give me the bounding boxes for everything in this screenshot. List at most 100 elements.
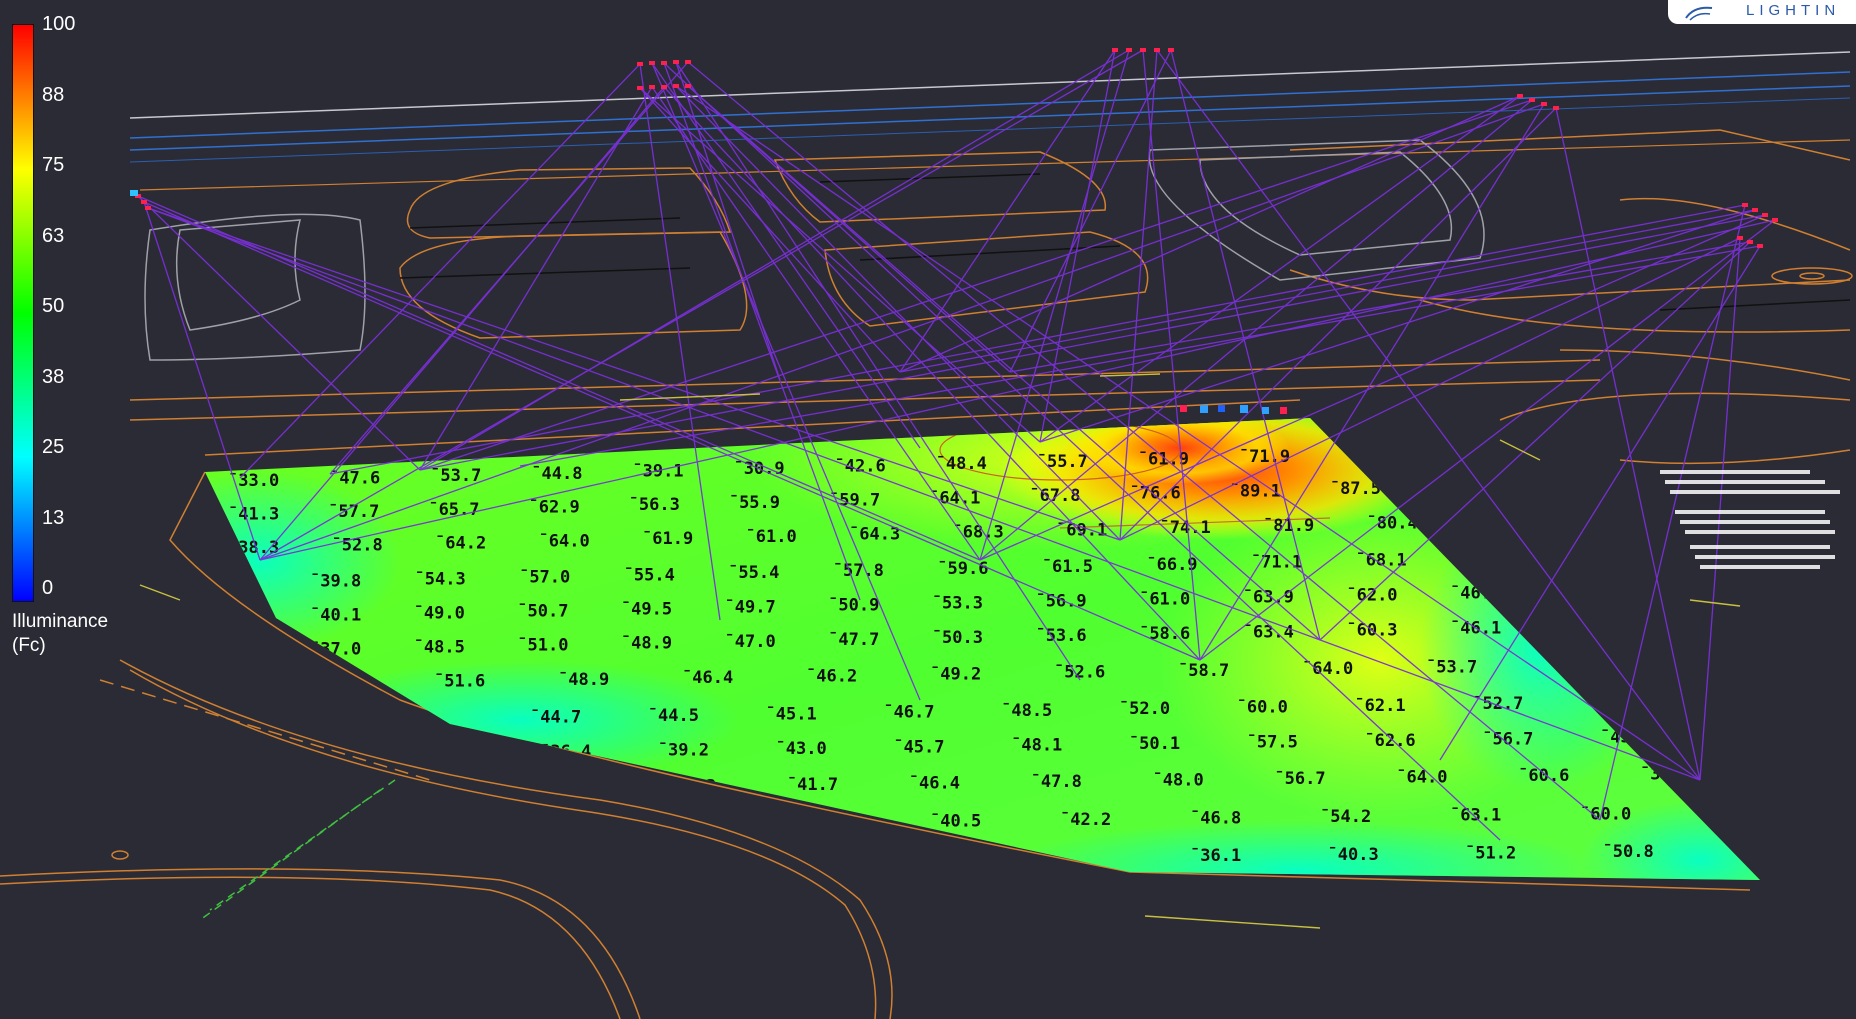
calc-point-value: ˉ71.1: [1251, 553, 1302, 573]
aim-line: [1009, 241, 1751, 373]
calc-point-value: ˉ46.8: [1190, 808, 1241, 828]
calc-point-value: ˉ53.7: [1426, 657, 1477, 677]
calc-point-value: ˉ33.0: [228, 471, 279, 491]
calc-point-value: ˉ61.5: [1042, 557, 1093, 577]
aim-line: [143, 201, 261, 561]
calc-point-value: ˉ46.7: [883, 703, 934, 723]
calc-point-value: ˉ40.1: [310, 605, 361, 625]
calc-point-value: ˉ37.0: [310, 639, 361, 659]
legend-tick-label: 100: [42, 13, 76, 35]
luminaire-head[interactable]: [1742, 203, 1748, 207]
luminaire-head[interactable]: [637, 62, 643, 66]
calc-point-value: ˉ47.0: [725, 632, 776, 652]
luminaire-head[interactable]: [685, 84, 691, 88]
calc-point-value: ˉ55.7: [1037, 452, 1088, 472]
illuminance-calc-surface: ˉ33.0 ˉ47.6 ˉ53.7 ˉ44.8 ˉ39.1 ˉ30.9 ˉ42.6 ˉ48.4…: [205, 418, 1821, 899]
pole-cluster-icons[interactable]: [130, 190, 1287, 414]
calc-point-value: ˉ57.8: [833, 561, 884, 581]
aim-line: [651, 86, 981, 561]
aim-line: [675, 85, 1701, 781]
calc-point-value: ˉ57.0: [519, 567, 570, 587]
legend-tick-label: 88: [42, 83, 65, 106]
plan-annotation-block: [1660, 470, 1840, 569]
aim-line: [419, 86, 653, 471]
calc-point-value: ˉ65.7: [428, 500, 479, 520]
calc-point-value: ˉ62.6: [1364, 731, 1415, 751]
luminaire-head[interactable]: [661, 61, 667, 65]
green-dashed-path: [199, 779, 396, 921]
luminaire-head[interactable]: [1529, 98, 1535, 102]
calc-point-value: ˉ48.5: [1001, 701, 1052, 721]
calc-point-value: ˉ54.2: [1320, 807, 1371, 827]
luminaire-head[interactable]: [685, 60, 691, 64]
luminaire-head[interactable]: [145, 206, 151, 210]
aim-line: [663, 62, 1501, 841]
calc-point-value: ˉ44.8: [531, 464, 582, 484]
aim-line: [899, 49, 1116, 373]
luminaire-head[interactable]: [1541, 102, 1547, 106]
luminaire-head[interactable]: [1762, 213, 1768, 217]
calc-point-value: ˉ61.0: [746, 527, 797, 547]
calc-point-value: ˉ52.6: [1054, 663, 1105, 683]
calc-point-value: ˉ41.7: [787, 775, 838, 795]
luminaire-head[interactable]: [1747, 240, 1753, 244]
calc-point-value: ˉ25.0: [1770, 879, 1821, 899]
calc-point-value: ˉ45.1: [766, 704, 817, 724]
calc-point-value: ˉ47.9: [310, 674, 361, 694]
calc-point-value: ˉ49.7: [725, 597, 776, 617]
calc-point-value: ˉ39.2: [658, 741, 709, 761]
calc-point-value: ˉ55.4: [728, 563, 779, 583]
luminaire-head[interactable]: [1737, 236, 1743, 240]
illuminance-legend: 100 88 75 63 50 38 25 13 0 Illuminance (Fc): [8, 14, 118, 664]
calc-point-value: ˉ49.2: [930, 665, 981, 685]
aim-line: [687, 61, 1601, 821]
calc-point-value: ˉ48.4: [936, 454, 987, 474]
aim-line: [639, 63, 721, 621]
calc-point-value: ˉ61.9: [1138, 449, 1189, 469]
calc-point-value: ˉ48.5: [414, 638, 465, 658]
road-lines: [129, 51, 1851, 191]
calc-point-value: ˉ53.7: [430, 466, 481, 486]
calc-point-value: ˉ44.7: [530, 708, 581, 728]
luminaire-head[interactable]: [1126, 48, 1132, 52]
calc-point-value: ˉ46.4: [1450, 583, 1501, 603]
calc-point-value: ˉ42.6: [835, 457, 886, 477]
luminaire-head[interactable]: [141, 200, 147, 204]
aim-line: [639, 87, 1041, 443]
luminaire-head[interactable]: [1168, 48, 1174, 52]
luminaire-head[interactable]: [1140, 48, 1146, 52]
luminaire-head[interactable]: [1517, 94, 1523, 98]
aim-line: [979, 49, 1130, 561]
calc-point-value: ˉ62.1: [1354, 696, 1405, 716]
luminaire-head[interactable]: [661, 85, 667, 89]
calc-point-value: ˉ43.0: [776, 739, 827, 759]
luminaire-head[interactable]: [1752, 208, 1758, 212]
calc-point-value: ˉ66.7: [1430, 477, 1481, 497]
luminaire-heads[interactable]: [135, 48, 1778, 248]
calc-point-value: ˉ53.3: [932, 593, 983, 613]
luminaire-head[interactable]: [1112, 48, 1118, 52]
luminaire-head[interactable]: [649, 61, 655, 65]
luminaire-head[interactable]: [637, 86, 643, 90]
calc-point-value: ˉ49.5: [621, 599, 672, 619]
legend-color-scale: [12, 24, 34, 602]
calc-point-value: ˉ37.0: [1550, 656, 1601, 676]
calc-point-value: ˉ48.9: [558, 670, 609, 690]
luminaire-head[interactable]: [649, 85, 655, 89]
luminaire-head[interactable]: [1757, 244, 1763, 248]
luminaire-head[interactable]: [1154, 48, 1160, 52]
luminaire-head[interactable]: [1553, 106, 1559, 110]
luminaire-head[interactable]: [673, 60, 679, 64]
aim-line: [1009, 49, 1172, 373]
calc-point-value: ˉ66.9: [1146, 555, 1197, 575]
calc-point-value: ˉ40.5: [930, 811, 981, 831]
luminaire-head[interactable]: [673, 84, 679, 88]
calc-point-value: ˉ44.5: [648, 706, 699, 726]
aim-line: [1699, 237, 1741, 781]
calc-point-value: ˉ50.7: [517, 601, 568, 621]
luminaire-head[interactable]: [1772, 218, 1778, 222]
logo-text: LIGHTIN: [1746, 2, 1841, 19]
aim-line: [1170, 49, 1321, 641]
